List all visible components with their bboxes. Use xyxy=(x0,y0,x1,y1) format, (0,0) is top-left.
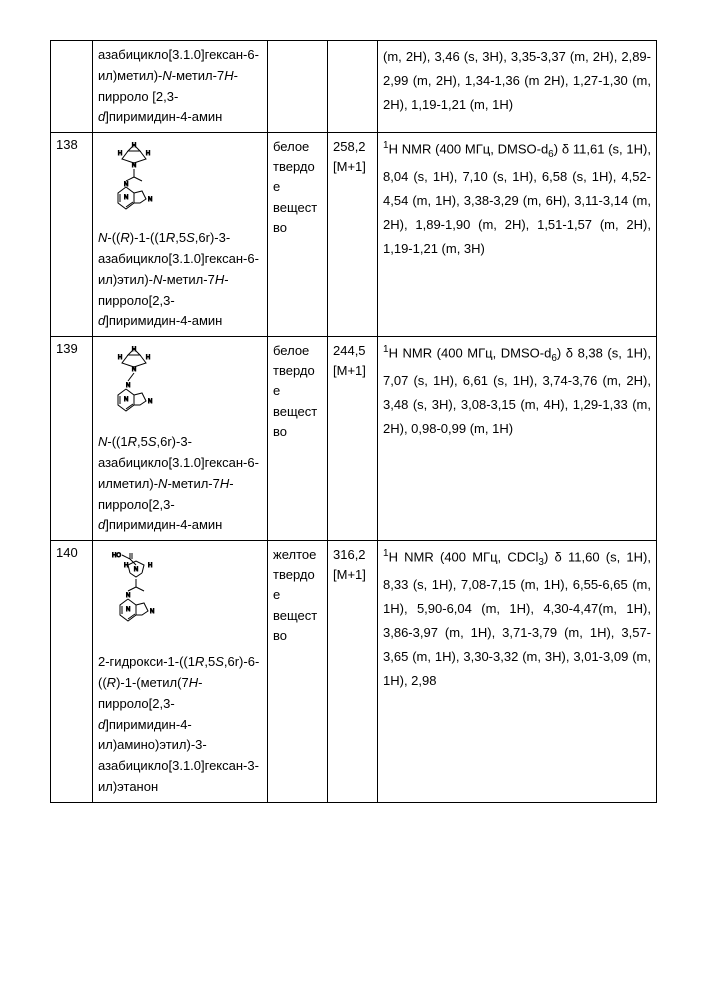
svg-text:H: H xyxy=(118,151,122,157)
structure-cell: HHHNNNNN-((R)-1-((1R,5S,6r)-3-азабицикло… xyxy=(93,133,268,337)
structure-cell: H H H N N N N N-((1R,5S,6r)-3-азабицикло[3.1.0]… xyxy=(93,337,268,541)
compound-name: N-((1R,5S,6r)-3-азабицикло[3.1.0]гексан-… xyxy=(98,432,262,536)
structure-cell: азабицикло[3.1.0]гексан-6-ил)метил)-N-ме… xyxy=(93,41,268,133)
svg-text:H: H xyxy=(148,563,152,569)
svg-text:N: N xyxy=(132,367,136,373)
physical-form: желтоетвердоевещество xyxy=(268,541,328,803)
svg-text:H: H xyxy=(146,151,150,157)
svg-text:HO: HO xyxy=(112,553,121,559)
compound-table: азабицикло[3.1.0]гексан-6-ил)метил)-N-ме… xyxy=(50,40,657,803)
svg-text:N: N xyxy=(150,609,154,615)
svg-text:N: N xyxy=(124,195,128,201)
nmr-data: 1H NMR (400 МГц, DMSO-d6) δ 8,38 (s, 1H)… xyxy=(378,337,657,541)
compound-number: 139 xyxy=(51,337,93,541)
mass-value: 316,2[M+1] xyxy=(328,541,378,803)
compound-number: 138 xyxy=(51,133,93,337)
svg-text:N: N xyxy=(126,593,130,599)
svg-text:H: H xyxy=(132,347,136,353)
nmr-data: (m, 2H), 3,46 (s, 3H), 3,35-3,37 (m, 2H)… xyxy=(378,41,657,133)
table-row: 140HONHHNNN2-гидрокси-1-((1R,5S,6r)-6-((… xyxy=(51,541,657,803)
structure-diagram: HONHHNNN xyxy=(104,549,262,646)
svg-text:N: N xyxy=(126,607,130,613)
compound-name: N-((R)-1-((1R,5S,6r)-3-азабицикло[3.1.0]… xyxy=(98,228,262,332)
svg-text:H: H xyxy=(146,355,150,361)
mass-value: 244,5[M+1] xyxy=(328,337,378,541)
svg-text:N: N xyxy=(132,163,136,169)
svg-text:H: H xyxy=(118,355,122,361)
compound-number: 140 xyxy=(51,541,93,803)
mass-value: 258,2[M+1] xyxy=(328,133,378,337)
svg-text:H: H xyxy=(124,563,128,569)
svg-text:H: H xyxy=(132,143,136,149)
structure-diagram: HHHNNNN xyxy=(104,141,262,222)
svg-text:N: N xyxy=(134,567,138,573)
table-row: 139 H H H N N N N N-((1R,5S,6r)-3-азабицикло[3.1… xyxy=(51,337,657,541)
physical-form xyxy=(268,41,328,133)
svg-text:N: N xyxy=(124,397,128,403)
table-row: азабицикло[3.1.0]гексан-6-ил)метил)-N-ме… xyxy=(51,41,657,133)
physical-form: белоетвердоевещество xyxy=(268,337,328,541)
structure-diagram: H H H N N N N xyxy=(104,345,262,426)
table-row: 138HHHNNNNN-((R)-1-((1R,5S,6r)-3-азабици… xyxy=(51,133,657,337)
compound-number xyxy=(51,41,93,133)
svg-text:N: N xyxy=(126,383,130,389)
compound-name: азабицикло[3.1.0]гексан-6-ил)метил)-N-ме… xyxy=(98,45,262,128)
svg-text:N: N xyxy=(148,399,152,405)
structure-cell: HONHHNNN2-гидрокси-1-((1R,5S,6r)-6-((R)-… xyxy=(93,541,268,803)
nmr-data: 1H NMR (400 МГц, DMSO-d6) δ 11,61 (s, 1H… xyxy=(378,133,657,337)
compound-name: 2-гидрокси-1-((1R,5S,6r)-6-((R)-1-(метил… xyxy=(98,652,262,798)
svg-text:N: N xyxy=(148,197,152,203)
nmr-data: 1H NMR (400 МГц, CDCl3) δ 11,60 (s, 1H),… xyxy=(378,541,657,803)
physical-form: белоетвердоевещество xyxy=(268,133,328,337)
mass-value xyxy=(328,41,378,133)
